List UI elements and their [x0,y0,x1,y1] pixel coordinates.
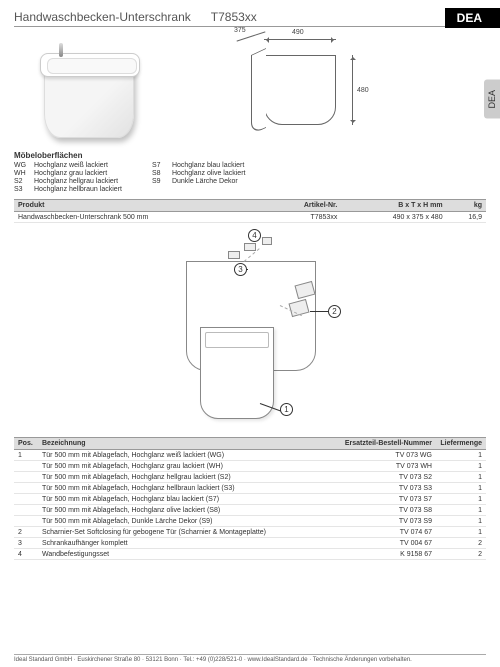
callout-4: 4 [248,229,261,242]
th-qty: Liefermenge [436,438,486,450]
callout-2: 2 [328,305,341,318]
table-row: Tür 500 mm mit Ablagefach, Hochglanz hel… [14,483,486,494]
surfaces-heading: Möbeloberflächen [14,151,486,160]
page-title: Handwaschbecken-Unterschrank [14,10,191,24]
table-row: 3Schrankaufhänger komplettTV 004 672 [14,538,486,549]
table-row: Tür 500 mm mit Ablagefach, Hochglanz oli… [14,505,486,516]
th-pos: Pos. [14,438,38,450]
dim-height: 480 [357,87,369,94]
surfaces-col-left: WGHochglanz weiß lackiert WHHochglanz gr… [14,162,122,193]
exploded-view: 4 3 2 1 [140,231,360,431]
table-row: Tür 500 mm mit Ablagefach, Dunkle Lärche… [14,516,486,527]
table-row: Tür 500 mm mit Ablagefach, Hochglanz gra… [14,461,486,472]
article-code: T7853xx [211,10,257,24]
footer: Ideal Standard GmbH · Euskirchener Straß… [14,654,486,663]
product-photo [14,33,164,143]
callout-1: 1 [280,403,293,416]
parts-table: Pos. Bezeichnung Ersatzteil-Bestell-Numm… [14,437,486,560]
callout-3: 3 [234,263,247,276]
th-dims: B x T x H mm [341,200,446,212]
table-row: 4WandbefestigungssetK 9158 672 [14,549,486,560]
th-desc: Bezeichnung [38,438,326,450]
th-weight: kg [447,200,486,212]
table-row: Handwaschbecken-Unterschrank 500 mm T785… [14,212,486,223]
table-row: Tür 500 mm mit Ablagefach, Hochglanz bla… [14,494,486,505]
dim-depth: 375 [234,27,246,34]
header: Handwaschbecken-Unterschrank T7853xx [14,10,486,27]
side-tab: DEA [484,80,500,119]
surfaces-section: Möbeloberflächen WGHochglanz weiß lackie… [14,151,486,193]
th-product: Produkt [14,200,266,212]
brand-badge: DEA [445,8,500,28]
table-row: 2Scharnier-Set Softclosing für gebogene … [14,527,486,538]
product-table: Produkt Artikel-Nr. B x T x H mm kg Hand… [14,199,486,223]
th-artno: Artikel-Nr. [266,200,341,212]
dimension-drawing: 490 375 480 [174,33,486,143]
table-row: Tür 500 mm mit Ablagefach, Hochglanz hel… [14,472,486,483]
dim-width: 490 [292,29,304,36]
th-spare: Ersatzteil-Bestell-Nummer [326,438,436,450]
table-row: 1Tür 500 mm mit Ablagefach, Hochglanz we… [14,450,486,461]
surfaces-col-right: S7Hochglanz blau lackiert S8Hochglanz ol… [152,162,246,193]
